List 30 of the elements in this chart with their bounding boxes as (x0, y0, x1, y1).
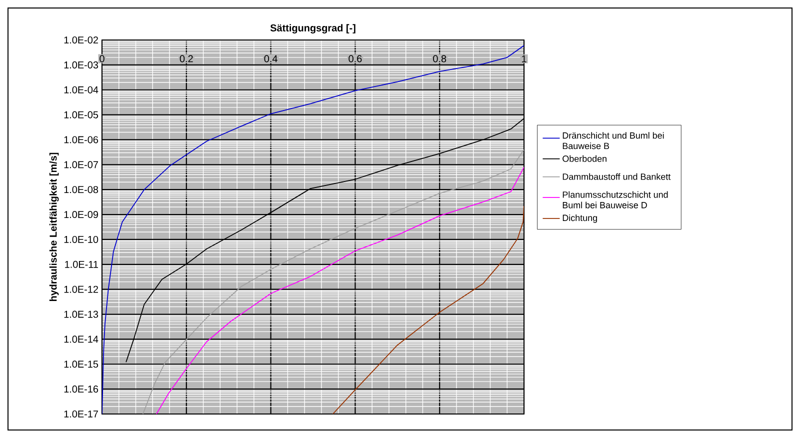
x-tick-label: 0.2 (180, 55, 193, 62)
y-tick-label: 1.0E-14 (64, 336, 98, 343)
x-tick-label: 0.6 (348, 55, 362, 62)
y-tick-label: 1.0E-16 (64, 386, 98, 393)
y-tick-label: 1.0E-13 (64, 310, 98, 318)
legend-label: Dichtung (562, 214, 597, 223)
y-tick-label: 1.0E-12 (64, 286, 98, 293)
y-tick-label: 1.0E-04 (64, 86, 98, 94)
x-tick-label: 1 (522, 55, 526, 62)
y-tick-label: 1.0E-09 (64, 211, 98, 218)
legend-label: Oberboden (562, 155, 606, 162)
y-tick-label: 1.0E-15 (64, 360, 98, 368)
legend-label: Dammbaustoff und Bankett (562, 173, 671, 180)
x-tick-label: 0.8 (433, 55, 446, 62)
y-tick-label: 1.0E-17 (64, 410, 98, 418)
x-axis-title: Sättigungsgrad [-] (270, 24, 356, 34)
legend-label: Planumsschutzschicht und Buml bei Bauweise D (562, 191, 668, 208)
x-tick-label: 0 (100, 55, 104, 62)
y-tick-label: 1.0E-03 (64, 61, 98, 68)
x-tick-label: 0.4 (264, 55, 278, 62)
legend-label: Dränschicht und Buml bei Bauweise B (562, 132, 664, 150)
line-series (332, 206, 524, 414)
y-tick-label: 1.0E-11 (65, 260, 98, 268)
y-tick-label: 1.0E-06 (64, 136, 98, 144)
y-axis-title: hydraulische Leitfähigkeit [m/s] (49, 152, 59, 302)
y-tick-label: 1.0E-08 (64, 186, 98, 194)
y-tick-label: 1.0E-05 (64, 111, 98, 118)
y-tick-label: 1.0E-10 (64, 236, 98, 243)
y-tick-label: 1.0E-02 (64, 36, 98, 44)
y-tick-label: 1.0E-07 (64, 161, 98, 168)
